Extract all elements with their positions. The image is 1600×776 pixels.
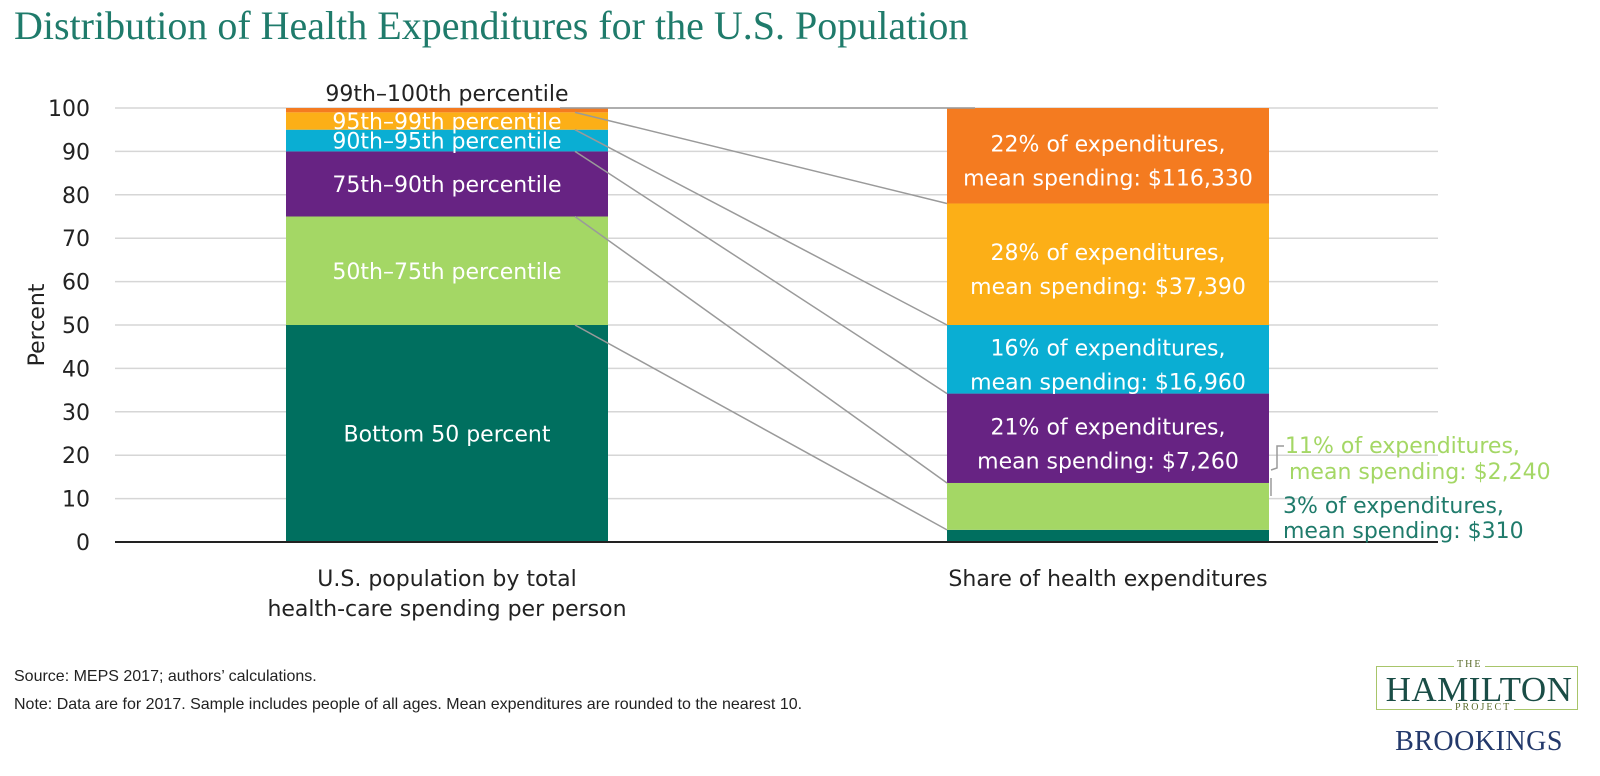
- population-segment: [286, 216, 608, 325]
- expenditure-segment-label: mean spending: $116,330: [963, 167, 1253, 192]
- expenditure-segment-label: 28% of expenditures,: [991, 241, 1226, 266]
- y-tick-label: 30: [62, 401, 90, 426]
- connector-line: [574, 111, 948, 205]
- expenditure-segment-label: 16% of expenditures,: [991, 336, 1226, 361]
- connector-line: [574, 150, 948, 395]
- population-segment-label: 50th–75th percentile: [332, 260, 561, 285]
- expenditure-segment-label: mean spending: $16,960: [970, 370, 1246, 395]
- expenditure-callout-label: mean spending: $310: [1283, 519, 1524, 544]
- y-tick-label: 40: [62, 357, 90, 382]
- expenditure-segment: [947, 203, 1269, 325]
- data-note: Note: Data are for 2017. Sample includes…: [14, 696, 803, 713]
- expenditure-segment: [947, 529, 1269, 542]
- expenditure-callout-label: mean spending: $2,240: [1289, 460, 1551, 485]
- connector-line: [574, 129, 948, 326]
- expenditure-segment-label: mean spending: $7,260: [977, 449, 1239, 474]
- population-segment: [286, 108, 608, 113]
- expenditure-segment-label: mean spending: $37,390: [970, 275, 1246, 300]
- hamilton-project-brookings-logo: THE HAMILTON PROJECT BROOKINGS: [1368, 658, 1590, 770]
- population-segment: [286, 325, 608, 542]
- y-tick-label: 0: [76, 531, 90, 556]
- y-tick-label: 80: [62, 184, 90, 209]
- population-segment-label: Bottom 50 percent: [344, 423, 551, 448]
- category-label: Share of health expenditures: [948, 567, 1267, 592]
- population-segment-label: 90th–95th percentile: [332, 130, 561, 155]
- stacked-bar-chart: 0 10 20 30 40 50 60 70 80 90 100 Percent Bottom 50 p…: [25, 82, 1551, 622]
- category-label: U.S. population by total: [317, 567, 576, 592]
- y-tick-label: 90: [62, 140, 90, 165]
- y-tick-label: 100: [48, 97, 90, 122]
- population-segment: [286, 112, 608, 130]
- expenditure-segment-label: 21% of expenditures,: [991, 415, 1226, 440]
- expenditure-segment: [947, 108, 1269, 204]
- y-tick-label: 50: [62, 314, 90, 339]
- y-tick-label: 70: [62, 227, 90, 252]
- expenditure-segment-label: 22% of expenditures,: [991, 133, 1226, 158]
- source-note: Source: MEPS 2017; authors’ calculations…: [14, 668, 317, 685]
- connector-line: [574, 324, 948, 531]
- logo-brookings: BROOKINGS: [1395, 726, 1563, 757]
- population-segment-label: 95th–99th percentile: [332, 110, 561, 135]
- category-label: health-care spending per person: [267, 597, 626, 622]
- expenditure-callout-label: 3% of expenditures,: [1283, 494, 1504, 519]
- population-segment-label: 99th–100th percentile: [325, 82, 568, 107]
- expenditure-callout-label: 11% of expenditures,: [1285, 434, 1520, 459]
- y-tick-label: 60: [62, 271, 90, 296]
- page-title: Distribution of Health Expenditures for …: [14, 3, 969, 48]
- connector-line: [574, 215, 948, 484]
- population-segment: [286, 151, 608, 217]
- expenditure-segment: [947, 325, 1269, 394]
- y-axis-label: Percent: [25, 283, 50, 366]
- callout-bracket: [1270, 445, 1284, 471]
- expenditure-segment: [947, 482, 1269, 530]
- logo-the: THE: [1454, 659, 1486, 670]
- expenditure-segment: [947, 393, 1269, 483]
- population-segment: [286, 129, 608, 152]
- logo-project: PROJECT: [1452, 702, 1515, 713]
- y-tick-label: 20: [62, 444, 90, 469]
- population-segment-label: 75th–90th percentile: [332, 173, 561, 198]
- y-tick-label: 10: [62, 488, 90, 513]
